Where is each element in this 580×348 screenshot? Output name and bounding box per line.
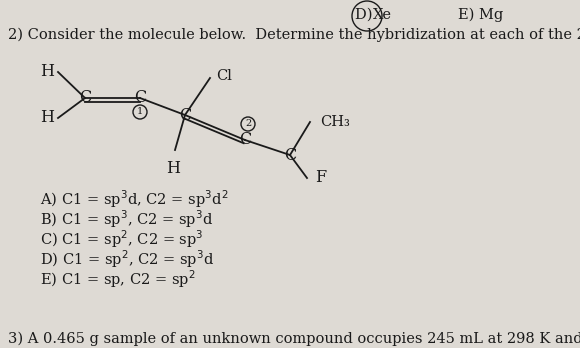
Text: H: H: [166, 160, 180, 177]
Text: Xe: Xe: [373, 8, 392, 22]
Text: 2: 2: [245, 119, 251, 128]
Text: C: C: [179, 106, 191, 124]
Text: A) C1 = sp$^3$d, C2 = sp$^3$d$^2$: A) C1 = sp$^3$d, C2 = sp$^3$d$^2$: [40, 188, 229, 210]
Text: D) C1 = sp$^2$, C2 = sp$^3$d: D) C1 = sp$^2$, C2 = sp$^3$d: [40, 248, 215, 270]
Text: 3) A 0.465 g sample of an unknown compound occupies 245 mL at 298 K and 1.22 atm: 3) A 0.465 g sample of an unknown compou…: [8, 332, 580, 346]
Text: C: C: [134, 89, 146, 106]
Text: E) C1 = sp, C2 = sp$^2$: E) C1 = sp, C2 = sp$^2$: [40, 268, 195, 290]
Text: 1: 1: [137, 108, 143, 117]
Text: C: C: [79, 89, 91, 106]
Text: F: F: [315, 169, 326, 187]
Text: CH₃: CH₃: [320, 115, 350, 129]
Text: C: C: [239, 132, 251, 149]
Text: H: H: [40, 110, 54, 127]
Text: C: C: [284, 147, 296, 164]
Text: D): D): [355, 8, 377, 22]
Text: B) C1 = sp$^3$, C2 = sp$^3$d: B) C1 = sp$^3$, C2 = sp$^3$d: [40, 208, 213, 230]
Text: C) C1 = sp$^2$, C2 = sp$^3$: C) C1 = sp$^2$, C2 = sp$^3$: [40, 228, 204, 250]
Text: H: H: [40, 63, 54, 80]
Text: 2) Consider the molecule below.  Determine the hybridization at each of the 2 la: 2) Consider the molecule below. Determin…: [8, 28, 580, 42]
Text: E) Mg: E) Mg: [458, 8, 503, 22]
Text: Cl: Cl: [216, 69, 232, 83]
